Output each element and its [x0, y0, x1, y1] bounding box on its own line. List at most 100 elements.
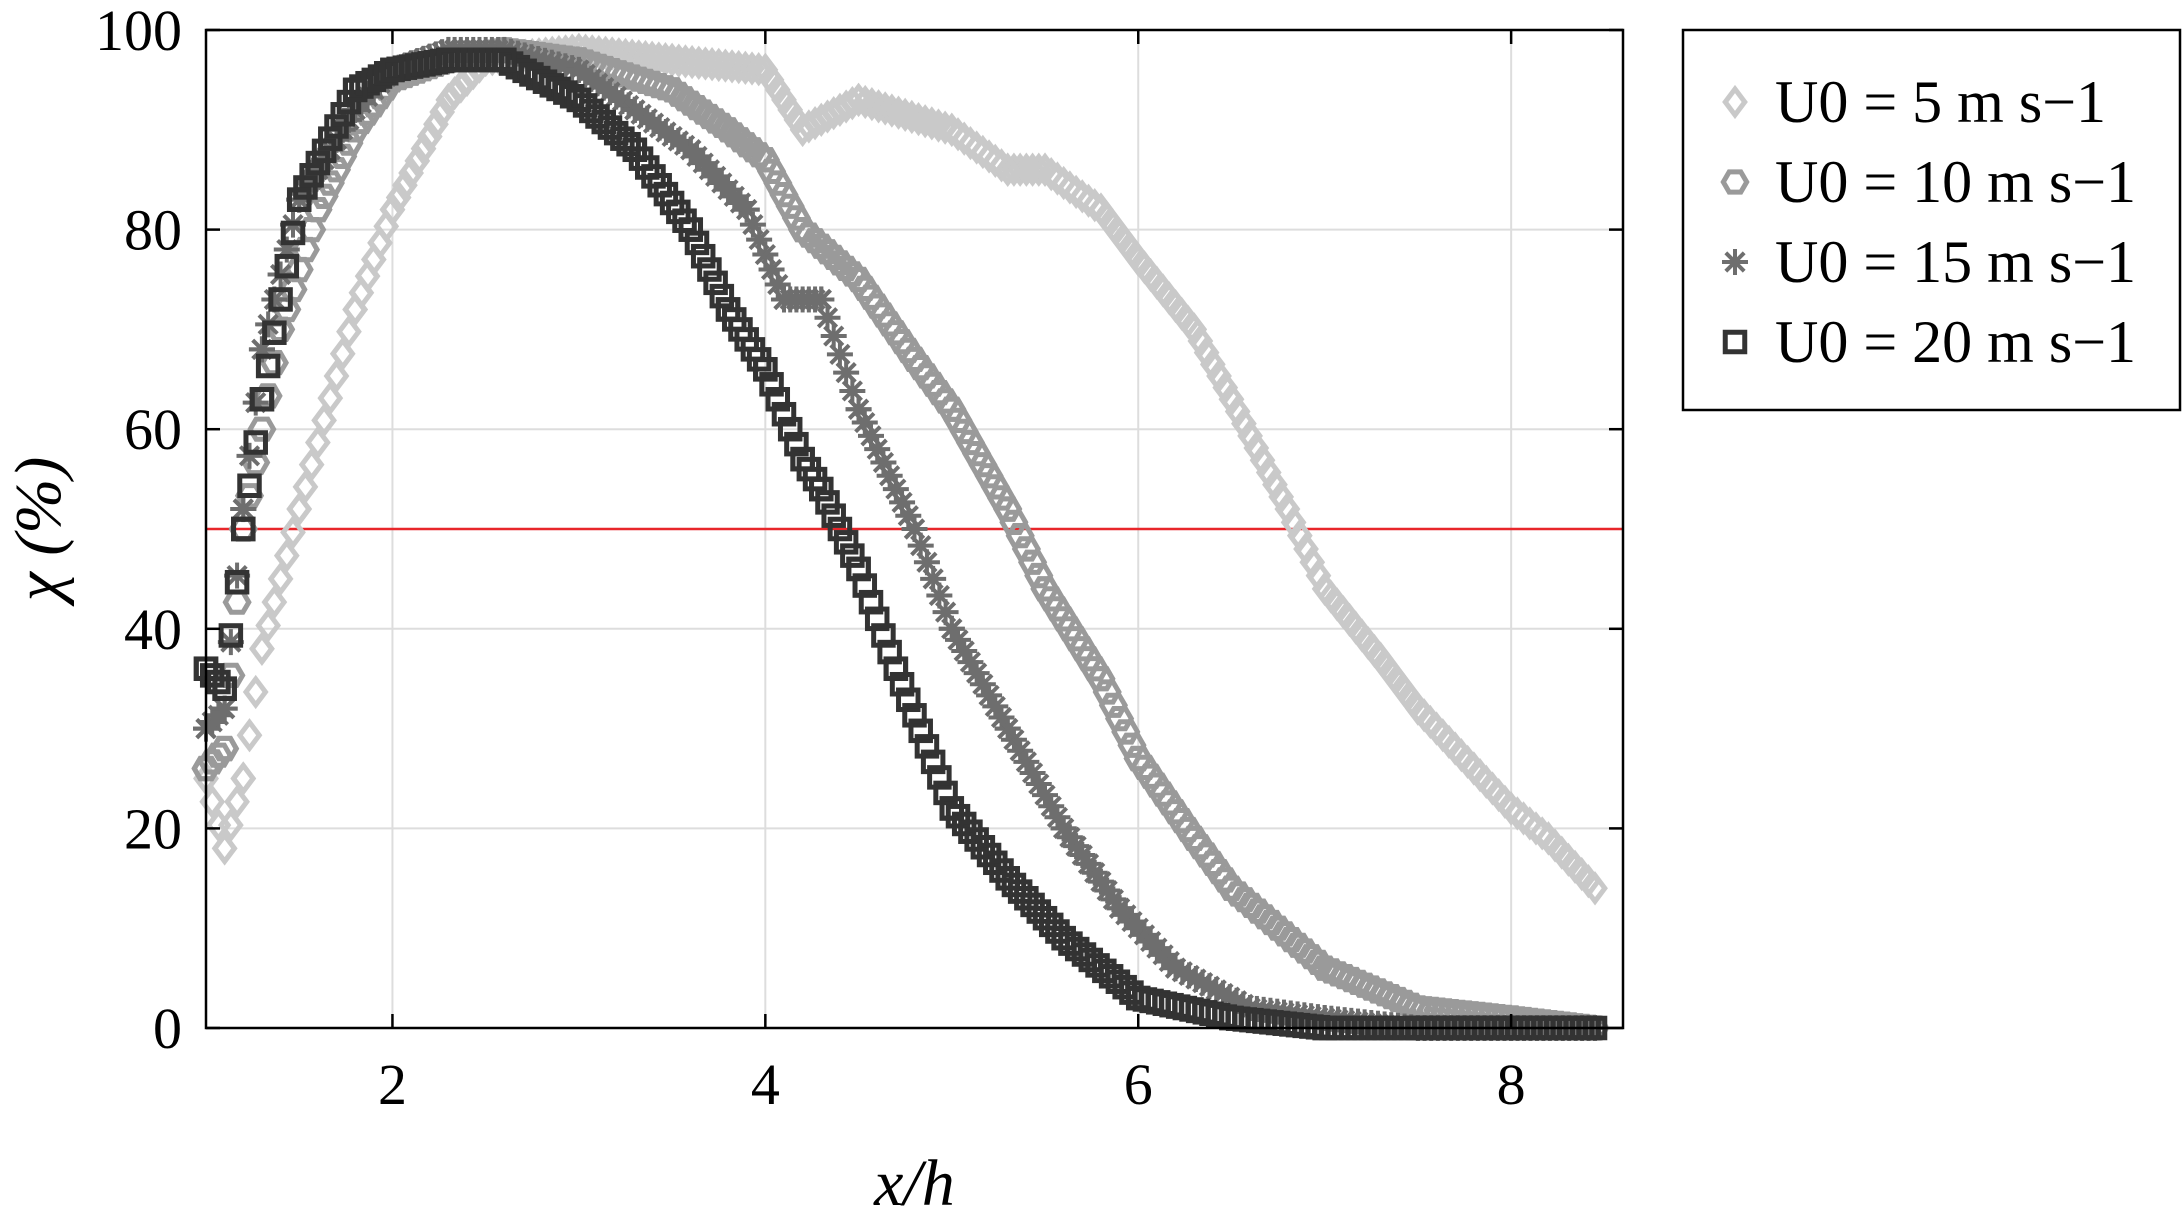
series-marker: [1032, 905, 1058, 931]
series-marker: [912, 104, 939, 139]
data-point: [210, 735, 240, 762]
series-marker: [255, 608, 282, 643]
series-marker: [759, 372, 784, 397]
series-marker: [986, 485, 1017, 511]
series-marker: [1263, 915, 1293, 941]
series-marker: [262, 320, 287, 345]
series-marker: [1001, 872, 1027, 898]
data-point: [1498, 791, 1525, 826]
series-marker: [1256, 909, 1286, 936]
legend-marker: [1722, 84, 1748, 120]
series-marker: [871, 623, 896, 648]
series-marker: [839, 377, 866, 404]
series-marker: [872, 91, 899, 126]
data-point: [770, 286, 797, 313]
data-point: [733, 196, 760, 223]
series-marker: [268, 287, 293, 312]
series-marker: [1283, 932, 1313, 958]
series-marker: [732, 132, 762, 158]
series-marker: [933, 780, 958, 806]
series-marker: [1024, 562, 1054, 589]
data-point: [435, 82, 462, 118]
legend: U0 = 5 m s−1 U0 = 10 m s−1 U0 = 15 m s−1 U0…: [1681, 28, 2182, 412]
data-point: [883, 656, 909, 681]
series-marker: [864, 606, 890, 632]
data-point: [789, 112, 816, 147]
data-point: [1405, 691, 1431, 726]
data-point: [1367, 641, 1394, 676]
data-point: [993, 496, 1023, 522]
plot-frame: [204, 28, 1625, 1030]
series-marker: [852, 573, 878, 598]
series-marker: [905, 101, 932, 137]
data-point: [1181, 312, 1208, 347]
series-marker: [1098, 692, 1128, 718]
series-marker: [719, 122, 749, 148]
data-point: [249, 387, 275, 412]
series-2: [191, 37, 1610, 1041]
data-point: [1310, 955, 1340, 981]
data-point: [846, 556, 871, 582]
series-marker: [1014, 886, 1039, 911]
series-marker: [684, 230, 710, 256]
data-point: [677, 136, 704, 163]
series-marker: [902, 703, 927, 728]
x-tick-label: 6: [1124, 1052, 1153, 1117]
series-marker: [777, 416, 803, 442]
series-marker: [896, 687, 921, 713]
series-marker: [865, 89, 892, 124]
y-tick-label: 40: [124, 597, 182, 662]
legend-marker: [1720, 169, 1750, 195]
series-marker: [1236, 892, 1266, 918]
legend-entry: U0 = 20 m s−1: [1775, 309, 2136, 375]
series-marker: [852, 84, 879, 120]
series-marker: [218, 623, 244, 648]
data-point: [659, 42, 685, 78]
data-point: [899, 346, 930, 372]
series-marker: [199, 663, 225, 688]
series-marker: [255, 353, 281, 379]
data-point: [231, 516, 256, 542]
series-marker: [304, 425, 331, 460]
series-marker: [1007, 879, 1033, 904]
series-marker: [784, 431, 809, 457]
series-marker: [416, 119, 443, 154]
data-point: [1123, 745, 1153, 772]
series-marker: [820, 323, 847, 350]
series-marker: [703, 270, 728, 296]
series-marker: [927, 765, 952, 790]
series-marker: [280, 515, 306, 550]
data-point: [1088, 192, 1114, 227]
series-marker: [616, 131, 641, 157]
series-marker: [925, 108, 952, 143]
data-point: [380, 57, 405, 83]
series-marker: [242, 389, 269, 416]
data-point: [621, 96, 648, 123]
series-marker: [806, 233, 836, 259]
series-marker: [217, 807, 244, 843]
series-marker: [889, 671, 915, 697]
y-tick-label: 100: [95, 0, 182, 63]
data-point: [678, 217, 704, 242]
data-point: [808, 286, 835, 313]
data-point: [211, 831, 238, 866]
series-marker: [280, 220, 306, 246]
data-point: [938, 615, 965, 642]
series-marker: [1223, 881, 1253, 907]
data-point: [844, 266, 874, 293]
series-3: [193, 36, 1609, 1041]
data-point: [212, 676, 237, 701]
series-marker: [827, 516, 853, 542]
series-marker: [932, 110, 959, 145]
series-marker: [877, 639, 902, 665]
data-point: [1125, 985, 1151, 1011]
data-point: [1274, 491, 1301, 527]
series-marker: [336, 314, 362, 349]
series-marker: [1011, 536, 1041, 562]
y-tick-label: 80: [124, 198, 182, 263]
data-point: [994, 715, 1021, 742]
series-marker: [1105, 706, 1135, 732]
series-marker: [831, 255, 861, 281]
series-marker: [707, 112, 737, 138]
